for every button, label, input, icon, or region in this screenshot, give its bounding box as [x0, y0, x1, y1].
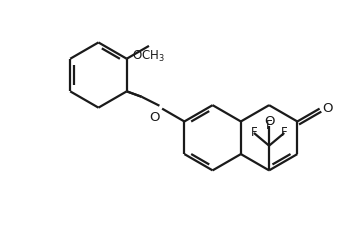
Text: F: F	[266, 119, 272, 132]
Text: F: F	[281, 126, 287, 139]
Text: O: O	[264, 115, 274, 128]
Text: OCH$_3$: OCH$_3$	[132, 49, 165, 64]
Text: O: O	[323, 102, 333, 115]
Text: F: F	[251, 126, 257, 139]
Text: O: O	[150, 111, 160, 124]
